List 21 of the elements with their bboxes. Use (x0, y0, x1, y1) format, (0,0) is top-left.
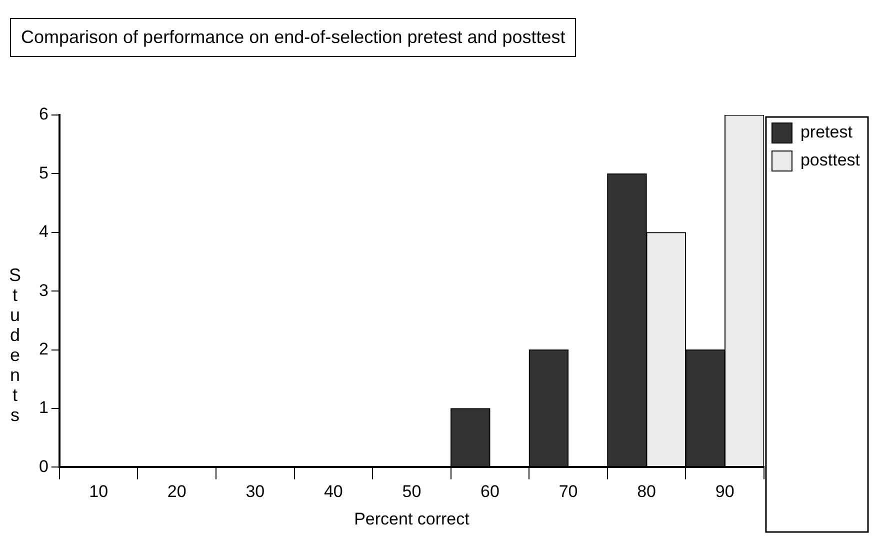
x-tick-label: 40 (324, 482, 343, 502)
y-tick-label: 2 (38, 339, 48, 358)
y-tick-label: 1 (38, 398, 48, 418)
y-tick-label: 4 (38, 222, 48, 242)
y-tick-label: 0 (38, 456, 48, 476)
x-tick-label: 80 (637, 482, 656, 502)
x-tick-label: 50 (402, 482, 422, 502)
legend-label: pretest (800, 122, 853, 142)
y-tick-label: 6 (38, 104, 48, 124)
x-tick-label: 90 (715, 482, 734, 502)
x-axis-title: Percent correct (354, 509, 470, 528)
x-tick-label: 20 (167, 482, 186, 502)
x-tick-label: 30 (246, 482, 265, 502)
legend-label: posttest (800, 150, 860, 170)
chart-title: Comparison of performance on end-of-selection pretest and posttest (10, 18, 576, 57)
y-axis-title: Students (5, 265, 25, 425)
y-tick-label: 5 (38, 163, 48, 182)
y-tick-label: 3 (38, 280, 48, 300)
x-tick-label: 60 (480, 482, 500, 502)
x-tick-label: 10 (89, 482, 108, 502)
x-tick-label: 70 (558, 482, 578, 502)
